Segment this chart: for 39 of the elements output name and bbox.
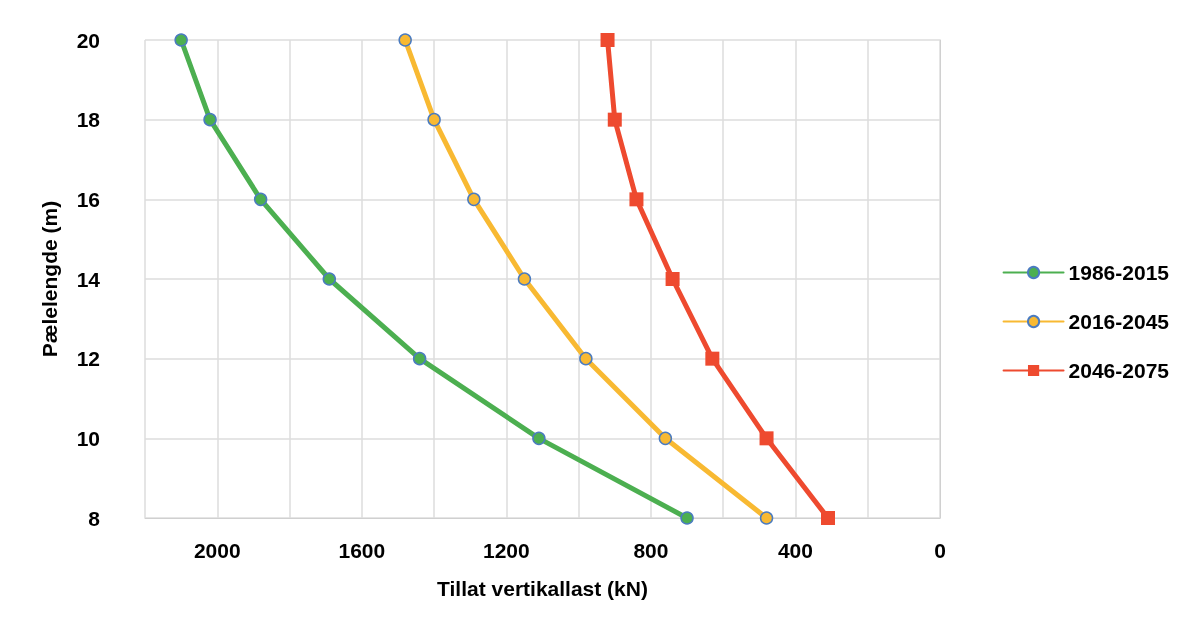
point [467, 192, 481, 207]
point [579, 351, 593, 366]
x-tick-label: 1200 [483, 539, 530, 562]
y-tick-label: 8 [88, 506, 101, 530]
point [629, 192, 644, 207]
point [658, 431, 673, 446]
y-tick-label: 10 [76, 426, 100, 450]
y-tick-label: 14 [76, 267, 101, 291]
point [427, 112, 441, 127]
x-tick-label: 2000 [193, 539, 241, 562]
point [253, 192, 268, 207]
x-tick-label: 0 [934, 539, 946, 562]
y-tick-label: 16 [76, 187, 100, 211]
point [759, 511, 774, 525]
y-tick-label: 12 [76, 347, 100, 371]
point [820, 511, 835, 525]
point [174, 33, 188, 47]
point [705, 351, 720, 366]
point [412, 351, 427, 366]
y-tick-label: 18 [76, 108, 101, 132]
point [532, 431, 546, 446]
point [398, 33, 412, 47]
point [322, 272, 337, 286]
y-axis-title: Pælelengde (m) [38, 200, 61, 358]
point [665, 272, 680, 286]
point [607, 112, 622, 127]
x-tick-label: 400 [777, 539, 813, 562]
legend-label: 2016-2045 [1068, 310, 1170, 333]
point [203, 112, 217, 127]
y-tick-label: 20 [76, 28, 100, 52]
point [759, 431, 774, 446]
point [680, 511, 694, 525]
legend-label: 1986-2015 [1068, 261, 1170, 284]
x-tick-label: 1600 [338, 539, 386, 562]
x-tick-label: 800 [633, 539, 669, 562]
legend-label: 2046-2075 [1068, 359, 1170, 382]
x-axis-title: Tillat vertikallast (kN) [437, 577, 648, 600]
point [600, 33, 615, 47]
point [517, 272, 532, 286]
